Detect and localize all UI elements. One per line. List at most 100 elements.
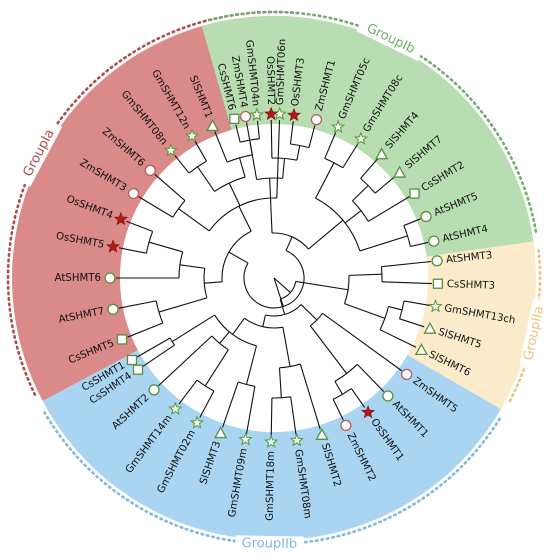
circle-green-icon <box>431 255 443 267</box>
filled-star-icon <box>361 405 376 419</box>
tree-branch <box>118 300 157 309</box>
tree-branch <box>359 235 408 252</box>
hollow-star-icon <box>249 107 264 121</box>
hollow-star-icon <box>263 434 279 449</box>
circle-red-icon <box>144 164 156 177</box>
tree-arc <box>272 232 309 250</box>
group-label-backing <box>519 298 550 369</box>
triangle-icon <box>315 427 329 440</box>
tree-branch <box>179 264 205 269</box>
tree-branch <box>228 182 241 206</box>
group-label-backing <box>16 119 63 187</box>
circle-red-icon <box>340 419 352 432</box>
tree-branch <box>171 314 215 343</box>
tree-branch <box>348 273 382 276</box>
tree-branch <box>299 363 321 430</box>
tree-branch <box>136 337 171 358</box>
tree-branch <box>127 322 163 338</box>
tree-arc <box>214 176 246 192</box>
tree-branch <box>199 390 215 418</box>
triangle-icon <box>393 165 407 178</box>
square-icon <box>132 364 144 375</box>
tree-branch <box>381 281 432 285</box>
triangle-icon <box>374 147 389 160</box>
tree-branch <box>228 251 249 264</box>
square-icon <box>432 278 444 289</box>
tree-branch <box>410 241 429 248</box>
tree-branch <box>360 158 379 179</box>
tree-branch <box>232 317 245 335</box>
triangle-icon <box>214 426 228 439</box>
tree-branch <box>344 303 386 319</box>
tree-branch <box>368 196 410 222</box>
tree-branch <box>197 166 215 192</box>
tree-branch <box>290 396 297 435</box>
tree-branch <box>374 176 396 194</box>
tree-branch <box>296 145 301 161</box>
tree-branch <box>174 154 190 174</box>
tree-branch <box>324 132 337 159</box>
leaf-label: GmSHMT06n <box>275 39 288 106</box>
circle-red-icon <box>310 113 323 126</box>
triangle-icon <box>423 321 437 334</box>
tree-arc <box>221 230 252 282</box>
tree-branch <box>270 120 273 159</box>
tree-branch <box>350 388 366 408</box>
leaf-label: CsSHMT3 <box>447 279 495 292</box>
circle-green-icon <box>148 384 160 396</box>
circle-red-icon <box>127 187 140 200</box>
tree-branch <box>204 349 229 387</box>
tree-branch <box>308 219 344 250</box>
leaf-label: GmSHMT18m <box>265 451 277 521</box>
tree-branch <box>246 122 258 180</box>
square-icon <box>126 354 138 366</box>
tree-branch <box>300 304 318 321</box>
tree-branch <box>356 363 385 393</box>
hollow-star-icon <box>168 401 183 416</box>
tree-branch <box>245 345 258 385</box>
tree-branch <box>309 325 348 374</box>
tree-branch <box>262 314 266 327</box>
leaf-label: AtSHMT3 <box>446 250 493 266</box>
tree-branch <box>285 236 293 251</box>
tree-branch <box>204 281 223 284</box>
group-label-backing <box>356 16 425 62</box>
tree-branch <box>276 120 281 199</box>
square-icon <box>409 188 420 199</box>
tree-branch <box>289 121 294 145</box>
tree-branch <box>295 280 349 291</box>
tree-branch <box>194 140 207 162</box>
tree-arc <box>279 363 301 369</box>
filled-star-icon <box>106 239 120 253</box>
hollow-star-icon <box>238 432 253 446</box>
tree-branch <box>246 386 256 434</box>
tree-branch <box>403 300 430 306</box>
tree-arc <box>244 317 283 329</box>
circle-red-icon <box>239 110 252 123</box>
tree-branch <box>381 260 432 268</box>
tree-branch <box>342 143 359 169</box>
tree-branch <box>399 318 425 328</box>
tree-branch <box>178 379 198 405</box>
tree-branch <box>222 381 239 428</box>
triangle-icon <box>205 119 220 132</box>
tree-branch <box>388 306 403 311</box>
filled-star-icon <box>113 211 128 226</box>
tree-arc <box>203 268 208 299</box>
square-icon <box>116 334 128 345</box>
tree-arc <box>208 197 277 232</box>
circle-green-icon <box>428 235 440 247</box>
tree-arc <box>280 281 297 300</box>
circle-red-icon <box>401 368 413 381</box>
tree-branch <box>126 220 153 232</box>
tree-branch <box>322 312 403 372</box>
leaf-label: OsSHMT2 <box>264 56 276 105</box>
triangle-icon <box>414 343 429 356</box>
filled-star-icon <box>264 106 279 120</box>
tree-branch <box>142 344 175 367</box>
hollow-star-icon <box>289 432 304 447</box>
square-icon <box>229 113 240 125</box>
groupIb-sector <box>201 16 534 257</box>
